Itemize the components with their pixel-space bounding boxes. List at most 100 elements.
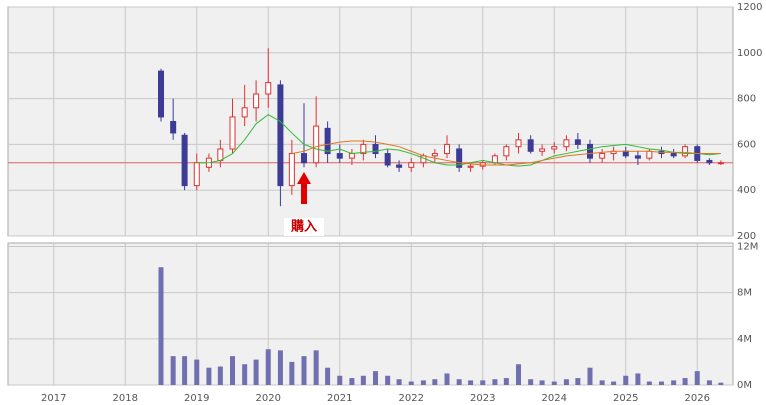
volume-bar bbox=[671, 380, 677, 385]
y-tick-label: 1200 bbox=[737, 2, 762, 13]
x-tick-label: 2026 bbox=[685, 393, 710, 404]
candle-body bbox=[158, 70, 165, 118]
x-tick-label: 2024 bbox=[542, 393, 567, 404]
x-tick-label: 2017 bbox=[41, 393, 66, 404]
volume-bar bbox=[277, 350, 283, 385]
volume-bar bbox=[444, 373, 450, 385]
volume-bar bbox=[158, 267, 164, 385]
y-tick-label: 12M bbox=[737, 241, 758, 252]
volume-bar bbox=[587, 367, 593, 385]
volume-bar bbox=[182, 356, 188, 385]
volume-bar bbox=[492, 379, 498, 385]
y-tick-label: 4M bbox=[737, 334, 752, 345]
candle-body bbox=[360, 143, 367, 155]
candle-body bbox=[265, 82, 272, 95]
candle-body bbox=[563, 139, 570, 148]
volume-bar bbox=[420, 380, 426, 385]
candle-body bbox=[277, 84, 284, 187]
candle-body bbox=[717, 162, 724, 165]
volume-bar bbox=[325, 367, 331, 385]
volume-bar bbox=[242, 364, 248, 385]
y-tick-label: 0M bbox=[737, 380, 752, 391]
candle-body bbox=[384, 153, 391, 166]
volume-bar bbox=[456, 379, 462, 385]
candle-body bbox=[217, 148, 224, 161]
candle-body bbox=[491, 155, 498, 164]
candle-body bbox=[336, 153, 343, 159]
volume-bar bbox=[373, 371, 379, 385]
y-tick-label: 400 bbox=[737, 185, 756, 196]
candle-body bbox=[313, 125, 320, 164]
y-tick-label: 200 bbox=[737, 231, 756, 242]
volume-bar bbox=[301, 356, 307, 385]
volume-bar bbox=[432, 379, 438, 385]
volume-bar bbox=[528, 379, 534, 385]
volume-bar bbox=[682, 378, 688, 385]
volume-bar bbox=[313, 350, 319, 385]
volume-bar bbox=[599, 380, 605, 385]
moving-average bbox=[196, 114, 721, 167]
volume-bar bbox=[253, 359, 259, 385]
candle-body bbox=[324, 127, 331, 155]
volume-bar bbox=[170, 356, 176, 385]
y-tick-label: 1000 bbox=[737, 48, 762, 59]
volume-bar bbox=[551, 381, 557, 385]
moving-average bbox=[291, 140, 721, 166]
candle-body bbox=[288, 153, 295, 187]
x-tick-label: 2025 bbox=[613, 393, 638, 404]
candle-body bbox=[253, 93, 260, 109]
volume-bar bbox=[396, 379, 402, 385]
candle-body bbox=[574, 139, 581, 145]
x-tick-label: 2022 bbox=[399, 393, 424, 404]
volume-bar bbox=[575, 378, 581, 385]
candle-body bbox=[503, 146, 510, 157]
candle-body bbox=[456, 148, 463, 168]
annotation-bg bbox=[284, 218, 325, 236]
volume-bar bbox=[635, 373, 641, 385]
candle-body bbox=[396, 164, 403, 168]
volume-bar bbox=[217, 366, 223, 385]
volume-bar bbox=[503, 378, 509, 385]
x-tick-label: 2023 bbox=[470, 393, 495, 404]
volume-bar bbox=[539, 380, 545, 385]
candle-body bbox=[301, 153, 308, 164]
volume-bar bbox=[337, 375, 343, 385]
candle-body bbox=[551, 146, 558, 150]
volume-bar bbox=[349, 378, 355, 385]
volume-bar bbox=[360, 375, 366, 385]
candle-body bbox=[587, 143, 594, 159]
volume-bar bbox=[623, 375, 629, 385]
candle-body bbox=[646, 150, 653, 159]
candle-body bbox=[682, 146, 689, 157]
volume-bar bbox=[706, 380, 712, 385]
volume-panel bbox=[7, 242, 734, 386]
y-tick-label: 8M bbox=[737, 288, 752, 299]
y-tick-label: 600 bbox=[737, 139, 756, 150]
candle-body bbox=[527, 139, 534, 152]
candle-body bbox=[467, 165, 474, 168]
x-tick-label: 2020 bbox=[256, 393, 281, 404]
candle-body bbox=[408, 162, 415, 168]
candle-body bbox=[599, 153, 606, 159]
price-panel bbox=[7, 6, 734, 237]
volume-bar bbox=[265, 349, 271, 385]
volume-bar bbox=[206, 367, 212, 385]
annotation-arrow bbox=[297, 172, 312, 204]
volume-bar bbox=[563, 379, 569, 385]
candle-body bbox=[181, 134, 188, 187]
candle-body bbox=[515, 139, 522, 148]
candle-body bbox=[622, 150, 629, 157]
volume-bar bbox=[659, 381, 665, 385]
volume-bar bbox=[230, 356, 236, 385]
candle-body bbox=[241, 107, 248, 118]
candle-body bbox=[170, 121, 177, 134]
volume-bar bbox=[718, 382, 724, 385]
volume-bar bbox=[480, 380, 486, 385]
y-tick-label: 800 bbox=[737, 94, 756, 105]
volume-bar bbox=[611, 381, 617, 385]
x-tick-label: 2021 bbox=[327, 393, 352, 404]
candle-body bbox=[431, 153, 438, 157]
candle-body bbox=[539, 148, 546, 152]
candle-body bbox=[229, 116, 236, 150]
